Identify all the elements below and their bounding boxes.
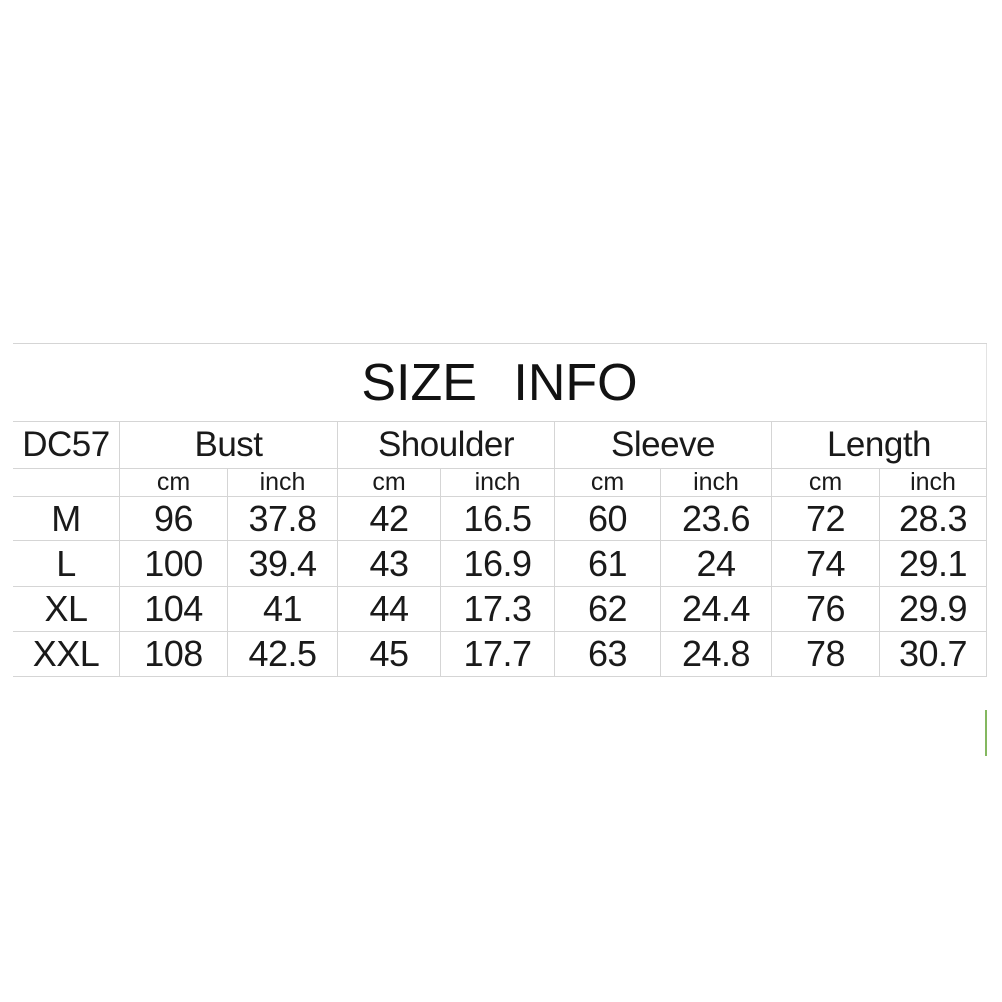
measurement-cell: 100 bbox=[120, 541, 228, 587]
measurement-cell: 63 bbox=[555, 632, 661, 677]
unit-cell-sleeve-inch: inch bbox=[661, 469, 772, 497]
measurement-cell: 24 bbox=[661, 541, 772, 587]
measurement-cell: 37.8 bbox=[228, 497, 338, 541]
measurement-cell: 43 bbox=[338, 541, 441, 587]
measurement-cell: 16.5 bbox=[441, 497, 555, 541]
measurement-cell: 96 bbox=[120, 497, 228, 541]
measurement-cell: 16.9 bbox=[441, 541, 555, 587]
measurement-cell: 42.5 bbox=[228, 632, 338, 677]
measurement-cell: 61 bbox=[555, 541, 661, 587]
size-info-title: SIZE INFO bbox=[361, 353, 638, 412]
measurement-cell: 39.4 bbox=[228, 541, 338, 587]
group-header-length: Length bbox=[772, 422, 987, 469]
measurement-cell: 41 bbox=[228, 587, 338, 632]
unit-cell-length-inch: inch bbox=[880, 469, 987, 497]
group-header-bust: Bust bbox=[120, 422, 338, 469]
measurement-cell: 76 bbox=[772, 587, 880, 632]
size-cell-xxl: XXL bbox=[13, 632, 120, 677]
measurement-cell: 28.3 bbox=[880, 497, 987, 541]
measurement-cell: 60 bbox=[555, 497, 661, 541]
measurement-cell: 29.1 bbox=[880, 541, 987, 587]
measurement-cell: 74 bbox=[772, 541, 880, 587]
unit-cell-shoulder-cm: cm bbox=[338, 469, 441, 497]
measurement-cell: 108 bbox=[120, 632, 228, 677]
measurement-cell: 62 bbox=[555, 587, 661, 632]
model-code-cell: DC57 bbox=[13, 422, 120, 469]
measurement-cell: 24.8 bbox=[661, 632, 772, 677]
size-cell-m: M bbox=[13, 497, 120, 541]
measurement-cell: 72 bbox=[772, 497, 880, 541]
size-cell-l: L bbox=[13, 541, 120, 587]
measurement-cell: 78 bbox=[772, 632, 880, 677]
unit-cell-shoulder-inch: inch bbox=[441, 469, 555, 497]
measurement-cell: 24.4 bbox=[661, 587, 772, 632]
title-row: SIZE INFO bbox=[13, 344, 987, 422]
group-header-sleeve: Sleeve bbox=[555, 422, 772, 469]
unit-cell-sleeve-cm: cm bbox=[555, 469, 661, 497]
measurement-cell: 23.6 bbox=[661, 497, 772, 541]
size-table: SIZE INFO DC57 Bust Shoulder Sleeve Leng… bbox=[13, 343, 987, 756]
measurement-cell: 17.7 bbox=[441, 632, 555, 677]
selection-highlight-line bbox=[985, 710, 987, 756]
unit-cell-blank bbox=[13, 469, 120, 497]
measurement-cell: 44 bbox=[338, 587, 441, 632]
measurement-cell: 29.9 bbox=[880, 587, 987, 632]
unit-cell-bust-cm: cm bbox=[120, 469, 228, 497]
size-cell-xl: XL bbox=[13, 587, 120, 632]
measurement-cell: 104 bbox=[120, 587, 228, 632]
measurement-cell: 42 bbox=[338, 497, 441, 541]
measurement-cell: 45 bbox=[338, 632, 441, 677]
unit-cell-bust-inch: inch bbox=[228, 469, 338, 497]
measurement-cell: 30.7 bbox=[880, 632, 987, 677]
measurement-cell: 17.3 bbox=[441, 587, 555, 632]
size-grid: DC57 Bust Shoulder Sleeve Length cm inch… bbox=[13, 422, 987, 756]
unit-cell-length-cm: cm bbox=[772, 469, 880, 497]
group-header-shoulder: Shoulder bbox=[338, 422, 555, 469]
